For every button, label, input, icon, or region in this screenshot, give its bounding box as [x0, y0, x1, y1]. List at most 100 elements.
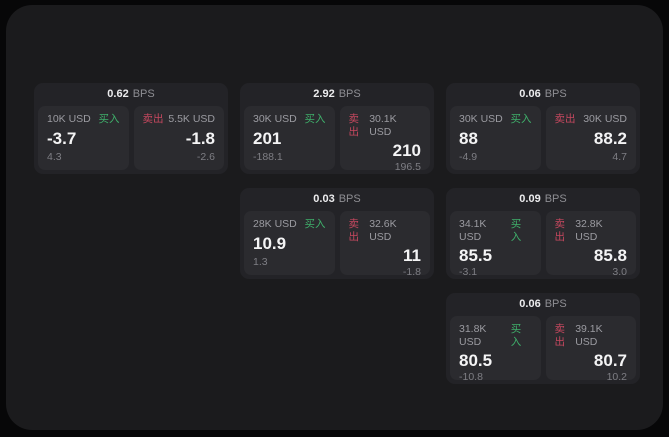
quote-card: 0.09 BPS 34.1K USD 买入 85.5 -3.1 卖出 32.8K…	[446, 188, 640, 279]
card-header: 0.62 BPS	[38, 83, 224, 106]
buy-sub-value: -3.1	[459, 265, 478, 278]
bps-value: 0.06	[519, 88, 541, 100]
buy-sub-value: 4.3	[47, 151, 62, 164]
sell-tile-top-row: 卖出 5.5K USD	[143, 113, 216, 126]
sell-sub-value: 4.7	[612, 151, 627, 164]
buy-tile-top-row: 31.8K USD 买入	[459, 323, 532, 348]
sell-tile-top-row: 卖出 30.1K USD	[349, 113, 422, 138]
sell-amount: 32.8K USD	[575, 218, 603, 243]
buy-main-value: -3.7	[47, 128, 77, 148]
sell-side-label: 卖出	[348, 218, 360, 243]
bps-value: 2.92	[313, 88, 335, 100]
bps-value: 0.03	[313, 193, 335, 205]
sell-sub-value: 10.2	[606, 370, 627, 383]
sell-tile-top-row: 卖出 30K USD	[555, 113, 628, 126]
buy-tile-top-row: 10K USD 买入	[47, 113, 120, 126]
sell-side-label: 卖出	[142, 113, 164, 125]
buy-amount: 30K USD	[253, 113, 297, 125]
buy-side-label: 买入	[510, 323, 522, 348]
buy-amount: 28K USD	[253, 218, 297, 230]
sell-amount: 5.5K USD	[168, 113, 215, 125]
buy-tile[interactable]: 31.8K USD 买入 80.5 -10.8	[450, 316, 541, 383]
sell-tile-top-row: 卖出 32.8K USD	[555, 218, 628, 243]
sell-sub-value: -1.8	[402, 265, 421, 278]
quote-card: 0.62 BPS 10K USD 买入 -3.7 4.3 卖出 5.5K USD…	[34, 83, 228, 174]
sell-tile[interactable]: 卖出 32.8K USD 85.8 3.0	[545, 211, 636, 278]
buy-tile[interactable]: 30K USD 买入 201 -188.1	[244, 106, 335, 170]
bps-value: 0.09	[519, 193, 541, 205]
cards-grid: 0.62 BPS 10K USD 买入 -3.7 4.3 卖出 5.5K USD…	[34, 83, 640, 384]
bps-unit-label: BPS	[132, 88, 155, 100]
quote-card: 0.03 BPS 28K USD 买入 10.9 1.3 卖出 32.6K US…	[240, 188, 434, 279]
sell-main-value: 11	[403, 246, 421, 266]
card-header: 2.92 BPS	[244, 83, 430, 106]
card-body: 28K USD 买入 10.9 1.3 卖出 32.6K USD 11 -1.8	[244, 211, 430, 278]
quote-card: 2.92 BPS 30K USD 买入 201 -188.1 卖出 30.1K …	[240, 83, 434, 174]
bps-unit-label: BPS	[544, 193, 567, 205]
sell-amount: 30K USD	[583, 113, 627, 125]
buy-tile[interactable]: 30K USD 买入 88 -4.9	[450, 106, 541, 170]
buy-main-value: 88	[459, 128, 478, 148]
buy-sub-value: -4.9	[459, 151, 478, 164]
buy-main-value: 201	[253, 128, 282, 148]
buy-tile-top-row: 28K USD 买入	[253, 218, 326, 231]
buy-amount: 10K USD	[47, 113, 91, 125]
buy-sub-value: -10.8	[459, 370, 483, 383]
buy-side-label: 买入	[304, 113, 326, 125]
buy-main-value: 10.9	[253, 233, 287, 253]
sell-amount: 32.6K USD	[369, 218, 397, 243]
sell-main-value: 88.2	[593, 128, 627, 148]
sell-amount: 39.1K USD	[575, 323, 603, 348]
card-header: 0.06 BPS	[450, 83, 636, 106]
bps-unit-label: BPS	[544, 298, 567, 310]
sell-side-label: 卖出	[554, 113, 576, 125]
bps-value: 0.62	[107, 88, 129, 100]
card-body: 31.8K USD 买入 80.5 -10.8 卖出 39.1K USD 80.…	[450, 316, 636, 383]
buy-tile-top-row: 34.1K USD 买入	[459, 218, 532, 243]
sell-main-value: -1.8	[185, 128, 215, 148]
card-body: 30K USD 买入 88 -4.9 卖出 30K USD 88.2 4.7	[450, 106, 636, 170]
sell-tile[interactable]: 卖出 30.1K USD 210 196.5	[339, 106, 430, 173]
sell-sub-value: 196.5	[394, 160, 421, 173]
sell-main-value: 210	[392, 141, 421, 161]
buy-side-label: 买入	[510, 218, 522, 243]
card-header: 0.06 BPS	[450, 293, 636, 316]
quote-card: 0.06 BPS 31.8K USD 买入 80.5 -10.8 卖出 39.1…	[446, 293, 640, 384]
sell-tile[interactable]: 卖出 30K USD 88.2 4.7	[545, 106, 636, 170]
buy-main-value: 80.5	[459, 351, 493, 371]
card-body: 34.1K USD 买入 85.5 -3.1 卖出 32.8K USD 85.8…	[450, 211, 636, 278]
sell-amount: 30.1K USD	[369, 113, 397, 138]
sell-side-label: 卖出	[348, 113, 360, 138]
buy-amount: 31.8K USD	[459, 323, 487, 348]
sell-sub-value: 3.0	[612, 265, 627, 278]
sell-tile-top-row: 卖出 39.1K USD	[555, 323, 628, 348]
card-header: 0.09 BPS	[450, 188, 636, 211]
sell-side-label: 卖出	[554, 323, 566, 348]
buy-side-label: 买入	[304, 218, 326, 230]
sell-tile[interactable]: 卖出 5.5K USD -1.8 -2.6	[133, 106, 224, 170]
card-header: 0.03 BPS	[244, 188, 430, 211]
buy-main-value: 85.5	[459, 246, 493, 266]
sell-main-value: 85.8	[593, 246, 627, 266]
buy-tile[interactable]: 28K USD 买入 10.9 1.3	[244, 211, 335, 275]
sell-main-value: 80.7	[593, 351, 627, 371]
sell-tile[interactable]: 卖出 32.6K USD 11 -1.8	[339, 211, 430, 278]
sell-tile[interactable]: 卖出 39.1K USD 80.7 10.2	[545, 316, 636, 383]
sell-tile-top-row: 卖出 32.6K USD	[349, 218, 422, 243]
bps-unit-label: BPS	[544, 88, 567, 100]
card-body: 30K USD 买入 201 -188.1 卖出 30.1K USD 210 1…	[244, 106, 430, 173]
buy-side-label: 买入	[510, 113, 532, 125]
buy-tile-top-row: 30K USD 买入	[253, 113, 326, 126]
sell-side-label: 卖出	[554, 218, 566, 243]
bps-unit-label: BPS	[338, 88, 361, 100]
bps-unit-label: BPS	[338, 193, 361, 205]
bps-value: 0.06	[519, 298, 541, 310]
buy-sub-value: 1.3	[253, 256, 268, 269]
buy-sub-value: -188.1	[253, 151, 283, 164]
buy-tile[interactable]: 34.1K USD 买入 85.5 -3.1	[450, 211, 541, 278]
buy-amount: 30K USD	[459, 113, 503, 125]
buy-side-label: 买入	[98, 113, 120, 125]
card-body: 10K USD 买入 -3.7 4.3 卖出 5.5K USD -1.8 -2.…	[38, 106, 224, 170]
buy-tile[interactable]: 10K USD 买入 -3.7 4.3	[38, 106, 129, 170]
buy-amount: 34.1K USD	[459, 218, 487, 243]
